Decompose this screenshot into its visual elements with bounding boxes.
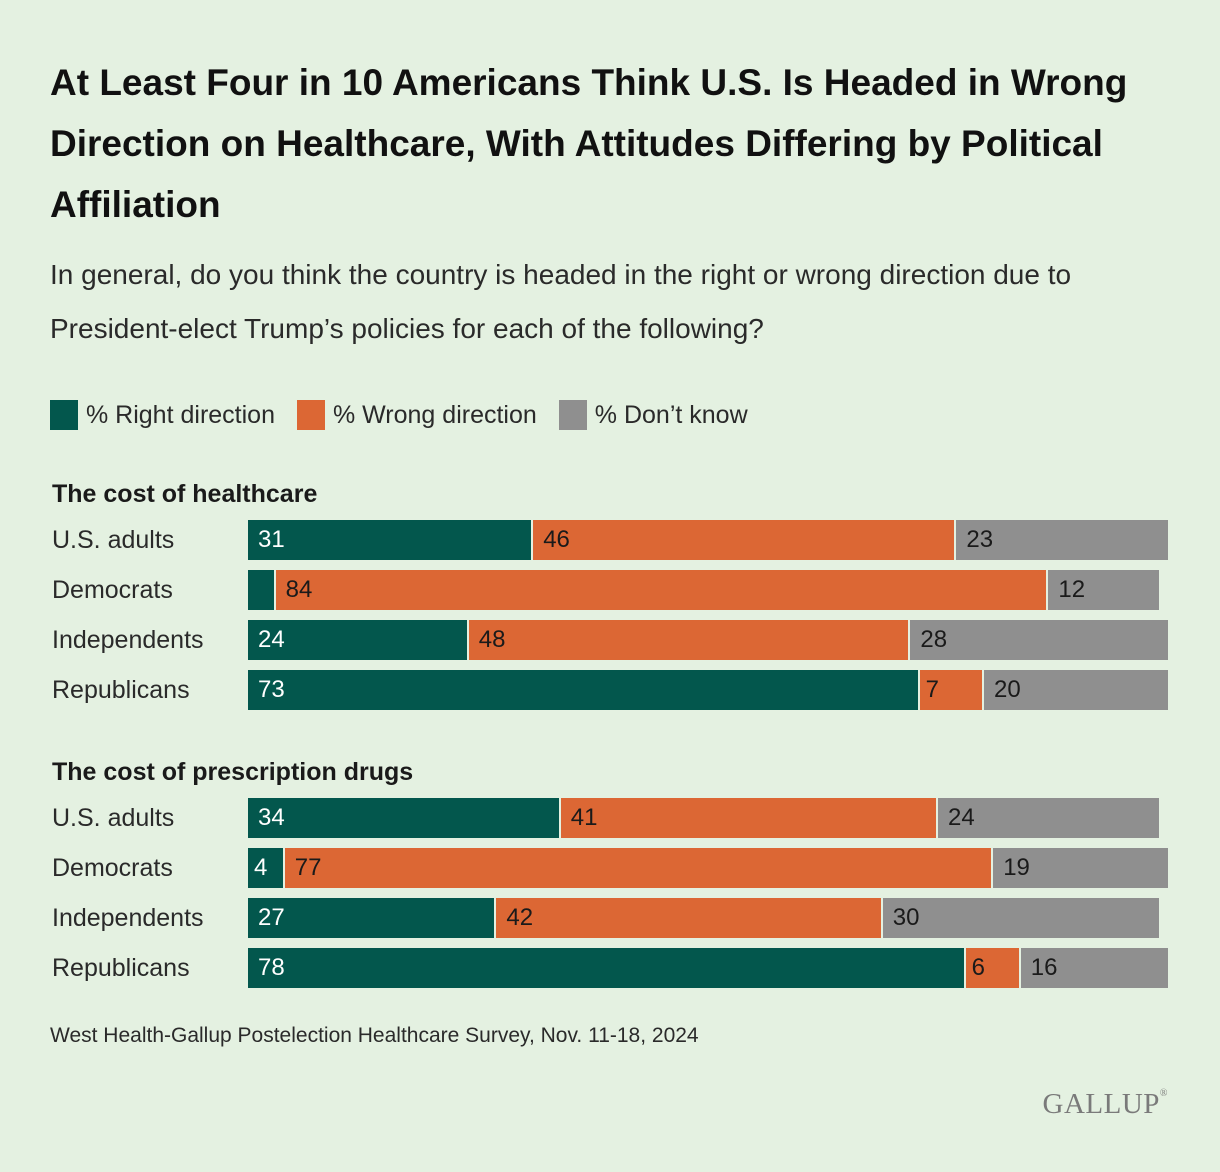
bar-segment-dk: 19 bbox=[993, 848, 1168, 888]
legend-swatch-right bbox=[50, 400, 78, 430]
source-note: West Health-Gallup Postelection Healthca… bbox=[50, 1024, 699, 1047]
row-label: U.S. adults bbox=[52, 804, 175, 832]
stacked-bar: 73 7 20 bbox=[248, 670, 1168, 710]
legend-item-wrong: % Wrong direction bbox=[296, 400, 537, 430]
bar-segment-wrong: 6 bbox=[965, 948, 1021, 988]
bar-segment-wrong: 41 bbox=[560, 798, 938, 838]
legend-label-right: % Right direction bbox=[86, 400, 275, 429]
legend-label-dk: % Don’t know bbox=[594, 400, 748, 429]
row-label: Democrats bbox=[52, 576, 173, 604]
legend-item-right: % Right direction bbox=[50, 400, 275, 430]
bar-segment-wrong: 7 bbox=[919, 670, 984, 710]
stacked-bar: 24 48 28 bbox=[248, 620, 1168, 660]
row-label: Republicans bbox=[52, 676, 190, 704]
legend-item-dk: % Don’t know bbox=[558, 400, 748, 430]
registered-mark: ® bbox=[1159, 1088, 1168, 1099]
stacked-bar: 31 46 23 bbox=[248, 520, 1168, 560]
stacked-bar: 27 42 30 bbox=[248, 898, 1159, 938]
row-label: Democrats bbox=[52, 854, 173, 882]
bar-segment-wrong: 84 bbox=[275, 570, 1049, 610]
stacked-bar: 78 6 16 bbox=[248, 948, 1168, 988]
section-title: The cost of prescription drugs bbox=[52, 758, 414, 786]
bar-segment-dk: 24 bbox=[937, 798, 1159, 838]
bar-segment-right bbox=[248, 570, 276, 610]
row-label: Republicans bbox=[52, 954, 190, 982]
bar-segment-dk: 16 bbox=[1020, 948, 1168, 988]
chart-subtitle: In general, do you think the country is … bbox=[50, 259, 1072, 344]
bar-segment-right: 78 bbox=[248, 948, 966, 988]
bar-segment-right: 73 bbox=[248, 670, 920, 710]
row-label: U.S. adults bbox=[52, 526, 175, 554]
bar-segment-wrong: 77 bbox=[284, 848, 994, 888]
legend: % Right direction % Wrong direction % Do… bbox=[50, 398, 770, 432]
stacked-bar: 84 12 bbox=[248, 570, 1159, 610]
bar-segment-right: 4 bbox=[248, 848, 285, 888]
bar-segment-dk: 20 bbox=[983, 670, 1168, 710]
bar-segment-right: 34 bbox=[248, 798, 561, 838]
section-title: The cost of healthcare bbox=[52, 480, 318, 508]
bar-segment-right: 27 bbox=[248, 898, 497, 938]
legend-label-wrong: % Wrong direction bbox=[332, 400, 537, 429]
bar-segment-dk: 28 bbox=[910, 620, 1168, 660]
chart-title: At Least Four in 10 Americans Think U.S.… bbox=[50, 62, 1128, 225]
stacked-bar: 34 41 24 bbox=[248, 798, 1159, 838]
bar-segment-wrong: 42 bbox=[496, 898, 883, 938]
bar-segment-right: 24 bbox=[248, 620, 469, 660]
row-label: Independents bbox=[52, 626, 204, 654]
bar-segment-dk: 12 bbox=[1048, 570, 1159, 610]
bar-segment-wrong: 48 bbox=[468, 620, 911, 660]
row-label: Independents bbox=[52, 904, 204, 932]
legend-swatch-dk bbox=[558, 400, 587, 430]
bar-segment-dk: 23 bbox=[956, 520, 1168, 560]
logo-text: GALLUP bbox=[1042, 1088, 1160, 1120]
stacked-bar: 4 77 19 bbox=[248, 848, 1168, 888]
bar-segment-wrong: 46 bbox=[533, 520, 957, 560]
bar-segment-right: 31 bbox=[248, 520, 534, 560]
bar-segment-dk: 30 bbox=[882, 898, 1159, 938]
gallup-logo: GALLUP® bbox=[1043, 1088, 1169, 1121]
legend-swatch-wrong bbox=[296, 400, 325, 430]
